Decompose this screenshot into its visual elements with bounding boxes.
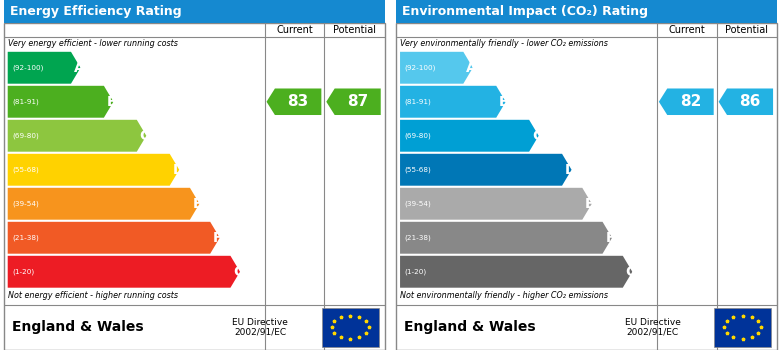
Polygon shape — [659, 89, 714, 115]
Text: (69-80): (69-80) — [12, 133, 39, 139]
Text: D: D — [565, 163, 576, 177]
Text: (55-68): (55-68) — [405, 167, 431, 173]
Polygon shape — [267, 89, 321, 115]
Text: Not environmentally friendly - higher CO₂ emissions: Not environmentally friendly - higher CO… — [400, 291, 608, 300]
Text: C: C — [140, 129, 150, 143]
Text: B: B — [499, 95, 509, 109]
Polygon shape — [400, 188, 592, 220]
Polygon shape — [8, 120, 147, 152]
Text: A: A — [74, 61, 84, 75]
Text: (21-38): (21-38) — [405, 234, 431, 241]
Polygon shape — [8, 52, 80, 84]
Text: EU Directive
2002/91/EC: EU Directive 2002/91/EC — [625, 317, 680, 337]
Text: England & Wales: England & Wales — [404, 320, 536, 334]
Polygon shape — [400, 154, 572, 186]
Text: C: C — [532, 129, 542, 143]
Bar — [321, 308, 379, 346]
Text: Current: Current — [668, 25, 705, 35]
Text: A: A — [466, 61, 477, 75]
Text: Energy Efficiency Rating: Energy Efficiency Rating — [9, 5, 181, 18]
Text: (39-54): (39-54) — [12, 201, 39, 207]
Text: Very environmentally friendly - lower CO₂ emissions: Very environmentally friendly - lower CO… — [400, 39, 608, 48]
Polygon shape — [400, 222, 612, 254]
Text: Potential: Potential — [725, 25, 768, 35]
Polygon shape — [8, 86, 113, 118]
Text: 82: 82 — [680, 94, 701, 109]
Polygon shape — [718, 89, 773, 115]
Text: F: F — [213, 231, 222, 245]
Text: E: E — [585, 197, 594, 211]
Polygon shape — [400, 86, 505, 118]
Bar — [396, 0, 777, 23]
Polygon shape — [400, 52, 473, 84]
Text: G: G — [626, 265, 637, 279]
Text: Environmental Impact (CO₂) Rating: Environmental Impact (CO₂) Rating — [402, 5, 648, 18]
Text: (55-68): (55-68) — [12, 167, 39, 173]
Text: Not energy efficient - higher running costs: Not energy efficient - higher running co… — [8, 291, 178, 300]
Text: 83: 83 — [288, 94, 309, 109]
Text: F: F — [605, 231, 615, 245]
Text: EU Directive
2002/91/EC: EU Directive 2002/91/EC — [232, 317, 288, 337]
Text: (1-20): (1-20) — [12, 268, 34, 275]
Text: Current: Current — [276, 25, 313, 35]
Text: (81-91): (81-91) — [405, 98, 431, 105]
Text: Very energy efficient - lower running costs: Very energy efficient - lower running co… — [8, 39, 178, 48]
Polygon shape — [326, 89, 381, 115]
Text: (81-91): (81-91) — [12, 98, 39, 105]
Text: Potential: Potential — [333, 25, 376, 35]
Text: (39-54): (39-54) — [405, 201, 431, 207]
Text: 86: 86 — [739, 94, 760, 109]
Text: (21-38): (21-38) — [12, 234, 39, 241]
Text: E: E — [193, 197, 202, 211]
Text: G: G — [233, 265, 245, 279]
Text: (1-20): (1-20) — [405, 268, 427, 275]
Bar — [714, 308, 771, 346]
Bar — [4, 0, 385, 23]
Polygon shape — [8, 222, 220, 254]
Polygon shape — [8, 188, 200, 220]
Polygon shape — [400, 120, 539, 152]
Polygon shape — [400, 256, 633, 288]
Text: B: B — [107, 95, 117, 109]
Text: (92-100): (92-100) — [12, 64, 44, 71]
Text: England & Wales: England & Wales — [12, 320, 144, 334]
Polygon shape — [8, 256, 240, 288]
Text: (92-100): (92-100) — [405, 64, 436, 71]
Polygon shape — [8, 154, 179, 186]
Text: (69-80): (69-80) — [405, 133, 431, 139]
Text: 87: 87 — [347, 94, 368, 109]
Text: D: D — [172, 163, 184, 177]
